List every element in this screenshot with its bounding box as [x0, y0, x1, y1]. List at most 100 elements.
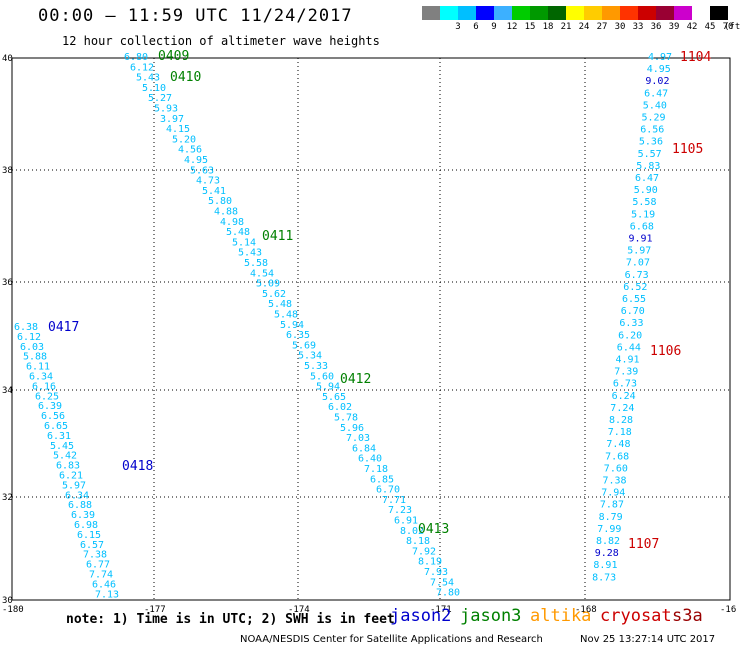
legend-label: 9	[491, 22, 497, 32]
legend-label: 12	[506, 22, 518, 32]
swh-value: 7.38	[83, 550, 107, 561]
swh-value: 7.92	[412, 546, 436, 557]
swh-value: 5.62	[262, 289, 286, 300]
swh-value: 6.21	[59, 471, 83, 482]
legend-swatch	[692, 6, 710, 20]
swh-value: 5.48	[226, 227, 250, 238]
swh-value: 7.71	[382, 495, 406, 506]
swh-value: 5.96	[340, 423, 364, 434]
swh-value: 5.20	[172, 134, 196, 145]
satellite-s3a: s3a	[672, 606, 703, 626]
legend-swatch	[494, 6, 512, 20]
swh-value: 7.93	[424, 567, 448, 578]
swh-value: 6.70	[376, 485, 400, 496]
swh-value: 8.82	[596, 536, 620, 547]
swh-value: 5.97	[627, 246, 651, 257]
swh-value: 4.73	[196, 176, 220, 187]
swh-value: 7.38	[603, 476, 627, 487]
swh-value: 6.56	[41, 411, 65, 422]
swh-value: 5.45	[50, 441, 74, 452]
legend-label: 15	[524, 22, 536, 32]
swh-value: 5.65	[322, 392, 346, 403]
legend-swatch	[548, 6, 566, 20]
swh-value: 9.91	[629, 234, 653, 245]
swh-value: 5.60	[310, 371, 334, 382]
swh-value: 6.65	[44, 421, 68, 432]
legend-label: 36	[650, 22, 662, 32]
pass-label: 0417	[48, 320, 79, 335]
pass-label: 0418	[122, 459, 153, 474]
swh-value: 6.39	[38, 401, 62, 412]
swh-value: 6.98	[74, 520, 98, 531]
swh-value: 4.15	[166, 124, 190, 135]
swh-value: 5.33	[304, 361, 328, 372]
legend-label: 45	[704, 22, 716, 32]
swh-value: 6.40	[358, 454, 382, 465]
legend-label: 33	[632, 22, 644, 32]
swh-value: 5.36	[639, 137, 663, 148]
pass-label: 0411	[262, 229, 293, 244]
wave-tracks: 6.806.125.435.105.275.933.974.155.204.56…	[14, 49, 711, 600]
swh-value: 5.27	[148, 93, 172, 104]
swh-value: 8.73	[592, 572, 616, 583]
swh-value: 6.83	[56, 461, 80, 472]
lat-label: 30	[2, 596, 13, 606]
swh-value: 6.70	[621, 306, 645, 317]
swh-value: 5.83	[636, 161, 660, 172]
swh-value: 5.57	[638, 149, 662, 160]
swh-value: 5.14	[232, 237, 256, 248]
swh-value: 5.34	[298, 351, 322, 362]
legend-label: 27	[596, 22, 608, 32]
lat-label: 36	[2, 278, 13, 288]
legend-swatch	[530, 6, 548, 20]
legend-swatch	[656, 6, 674, 20]
swh-value: 6.03	[20, 342, 44, 353]
swh-value: 6.73	[625, 270, 649, 281]
lat-label: 40	[2, 54, 13, 64]
swh-value: 6.47	[635, 173, 659, 184]
swh-value: 6.34	[29, 372, 53, 383]
legend-swatch	[674, 6, 692, 20]
legend-label: 21	[560, 22, 572, 32]
legend-label: 30	[614, 22, 626, 32]
pass-label: 1107	[628, 537, 659, 552]
swh-value: 5.93	[154, 104, 178, 115]
pass-label: 0412	[340, 372, 371, 387]
legend-swatch	[458, 6, 476, 20]
swh-value: 5.90	[634, 185, 658, 196]
lon-label: -168	[575, 605, 597, 615]
swh-value: 5.48	[268, 299, 292, 310]
swh-value: 6.02	[328, 402, 352, 413]
swh-value: 7.13	[95, 589, 119, 600]
swh-value: 4.98	[220, 217, 244, 228]
swh-value: 4.95	[184, 155, 208, 166]
page-title: 00:00 — 11:59 UTC 11/24/2017	[38, 6, 353, 26]
lon-label: -177	[144, 605, 166, 615]
legend-swatch	[602, 6, 620, 20]
swh-value: 5.94	[316, 382, 340, 393]
satellite-cryosat: cryosat	[600, 606, 672, 626]
swh-value: 6.68	[630, 221, 654, 232]
legend-swatch	[440, 6, 458, 20]
swh-value: 5.80	[208, 196, 232, 207]
swh-value: 6.88	[68, 500, 92, 511]
swh-value: 5.69	[292, 340, 316, 351]
swh-value: 6.55	[622, 294, 646, 305]
swh-value: 5.40	[643, 100, 667, 111]
swh-value: 7.68	[605, 451, 629, 462]
lon-label: -174	[288, 605, 310, 615]
swh-value: 6.85	[370, 474, 394, 485]
swh-value: 7.03	[346, 433, 370, 444]
lon-label: -180	[2, 605, 24, 615]
legend-label: 39	[668, 22, 680, 32]
swh-value: 6.34	[65, 490, 89, 501]
swh-value: 6.12	[17, 332, 41, 343]
swh-value: 7.60	[604, 463, 628, 474]
swh-value: 8.91	[593, 560, 617, 571]
pass-label: 1106	[650, 344, 681, 359]
legend-swatch	[620, 6, 638, 20]
legend-label: 3	[455, 22, 461, 32]
swh-value: 6.38	[14, 322, 38, 333]
swh-value: 5.43	[238, 248, 262, 259]
swh-value: 7.74	[89, 570, 113, 581]
